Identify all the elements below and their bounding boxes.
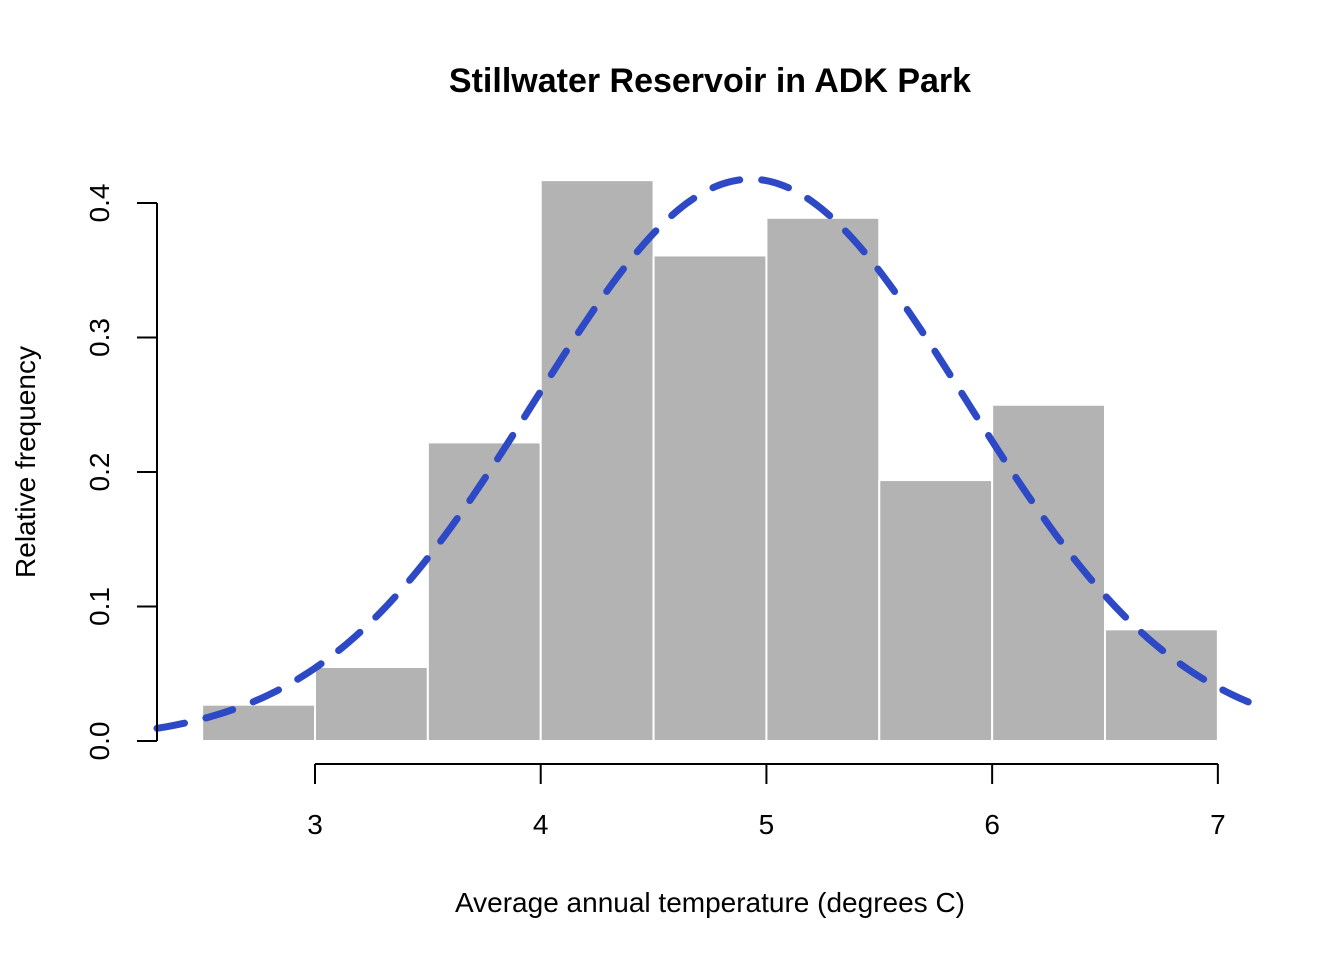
- x-tick-label: 3: [307, 809, 323, 840]
- y-tick-label: 0.1: [84, 587, 115, 626]
- y-tick-label: 0.0: [84, 722, 115, 761]
- histogram-bar-5: [652, 254, 768, 743]
- x-tick-label: 7: [1210, 809, 1226, 840]
- histogram-bar-4: [539, 179, 655, 742]
- x-tick-label: 6: [984, 809, 1000, 840]
- histogram-bar-6: [765, 216, 881, 743]
- histogram-bar-7: [878, 479, 994, 742]
- x-tick-label: 4: [533, 809, 549, 840]
- y-axis: 0.0 0.1 0.2 0.3 0.4: [84, 184, 158, 761]
- histogram-bars: [201, 179, 1219, 743]
- x-axis-label: Average annual temperature (degrees C): [455, 887, 965, 918]
- x-axis: 3 4 5 6 7: [307, 763, 1226, 840]
- histogram-bar-1: [201, 703, 316, 742]
- y-axis-label: Relative frequency: [10, 346, 41, 578]
- histogram-bar-2: [314, 666, 429, 743]
- histogram-bar-3: [426, 441, 542, 742]
- y-tick-label: 0.3: [84, 318, 115, 357]
- x-tick-label: 5: [759, 809, 775, 840]
- chart-title: Stillwater Reservoir in ADK Park: [449, 62, 971, 100]
- density-curve: [153, 175, 1267, 732]
- y-tick-label: 0.4: [84, 184, 115, 223]
- y-tick-label: 0.2: [84, 453, 115, 492]
